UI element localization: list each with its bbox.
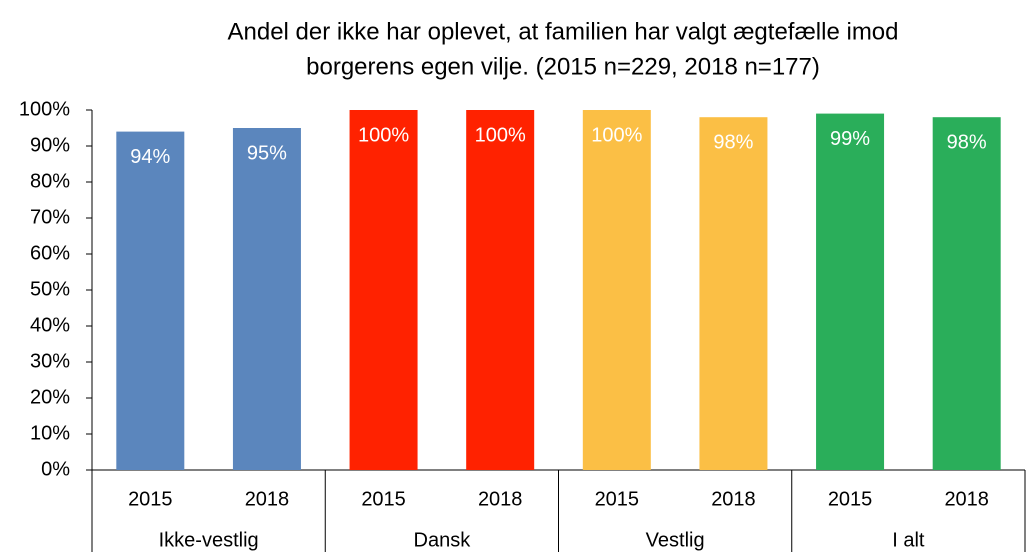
value-label: 98% [713,131,753,153]
bar [582,110,651,470]
y-tick-label: 60% [30,242,70,264]
bar [116,131,185,470]
x-tick-label: 2015 [595,488,640,510]
value-label: 100% [475,124,526,146]
bar [349,110,418,470]
y-tick-label: 90% [30,134,70,156]
chart-title: Andel der ikke har oplevet, at familien … [227,18,898,45]
y-tick-label: 100% [19,98,70,120]
value-label: 98% [947,131,987,153]
bar [232,128,301,470]
x-tick-label: 2018 [245,488,290,510]
value-label: 99% [830,128,870,150]
y-tick-label: 50% [30,278,70,300]
x-tick-label: 2015 [361,488,406,510]
bar [466,110,535,470]
value-label: 100% [358,124,409,146]
group-label: Ikke-vestlig [159,529,259,551]
x-tick-label: 2015 [828,488,873,510]
x-tick-label: 2015 [128,488,173,510]
y-tick-label: 40% [30,314,70,336]
x-tick-label: 2018 [944,488,989,510]
x-tick-label: 2018 [711,488,756,510]
group-label: Dansk [414,529,472,551]
y-tick-label: 70% [30,206,70,228]
y-tick-label: 0% [41,458,70,480]
bar [932,117,1001,470]
group-label: Vestlig [646,529,705,551]
group-label: I alt [892,529,925,551]
y-tick-label: 80% [30,170,70,192]
bar [699,117,768,470]
y-tick-label: 30% [30,350,70,372]
y-tick-label: 10% [30,422,70,444]
bar [816,113,885,470]
chart-title: borgerens egen vilje. (2015 n=229, 2018 … [306,53,820,80]
value-label: 100% [591,124,642,146]
value-label: 94% [130,146,170,168]
value-label: 95% [247,142,287,164]
y-tick-label: 20% [30,386,70,408]
x-tick-label: 2018 [478,488,523,510]
